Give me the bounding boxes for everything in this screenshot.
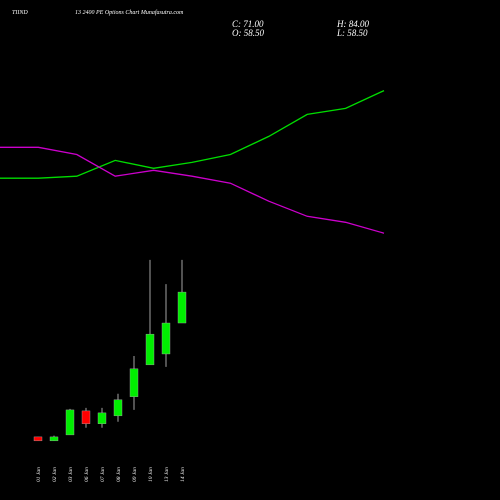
x-tick-label: 02 Jan	[52, 467, 58, 482]
close-label: C: 71.00	[232, 19, 264, 29]
x-tick-label: 07 Jan	[100, 467, 106, 482]
candle-body	[129, 368, 139, 397]
candle-body	[97, 412, 107, 424]
candle-body	[177, 291, 187, 324]
symbol: TIIND	[12, 10, 28, 16]
indicator-line	[0, 90, 385, 179]
x-tick-label: 01 Jan	[36, 467, 42, 482]
x-tick-label: 14 Jan	[179, 467, 186, 482]
low-label: L: 58.50	[336, 28, 368, 38]
x-tick-label: 10 Jan	[148, 467, 154, 482]
indicator-line	[0, 146, 385, 234]
chart-title: 13 2400 PE Options Chart Munafasutra.com	[75, 9, 184, 16]
open-label: O: 58.50	[232, 28, 264, 38]
candle-body	[65, 409, 75, 436]
x-tick-label: 08 Jan	[116, 467, 122, 482]
candle-body	[113, 399, 123, 417]
candle-body	[145, 333, 155, 366]
x-tick-label: 09 Jan	[132, 467, 138, 482]
x-tick-label: 06 Jan	[84, 467, 90, 482]
high-label: H: 84.00	[336, 19, 369, 29]
candle-body	[49, 436, 59, 442]
candle-body	[81, 410, 91, 424]
candle-body	[161, 322, 171, 355]
candle-body	[33, 436, 43, 442]
x-tick-label: 13 Jan	[164, 467, 170, 482]
x-tick-label: 03 Jan	[68, 467, 74, 482]
